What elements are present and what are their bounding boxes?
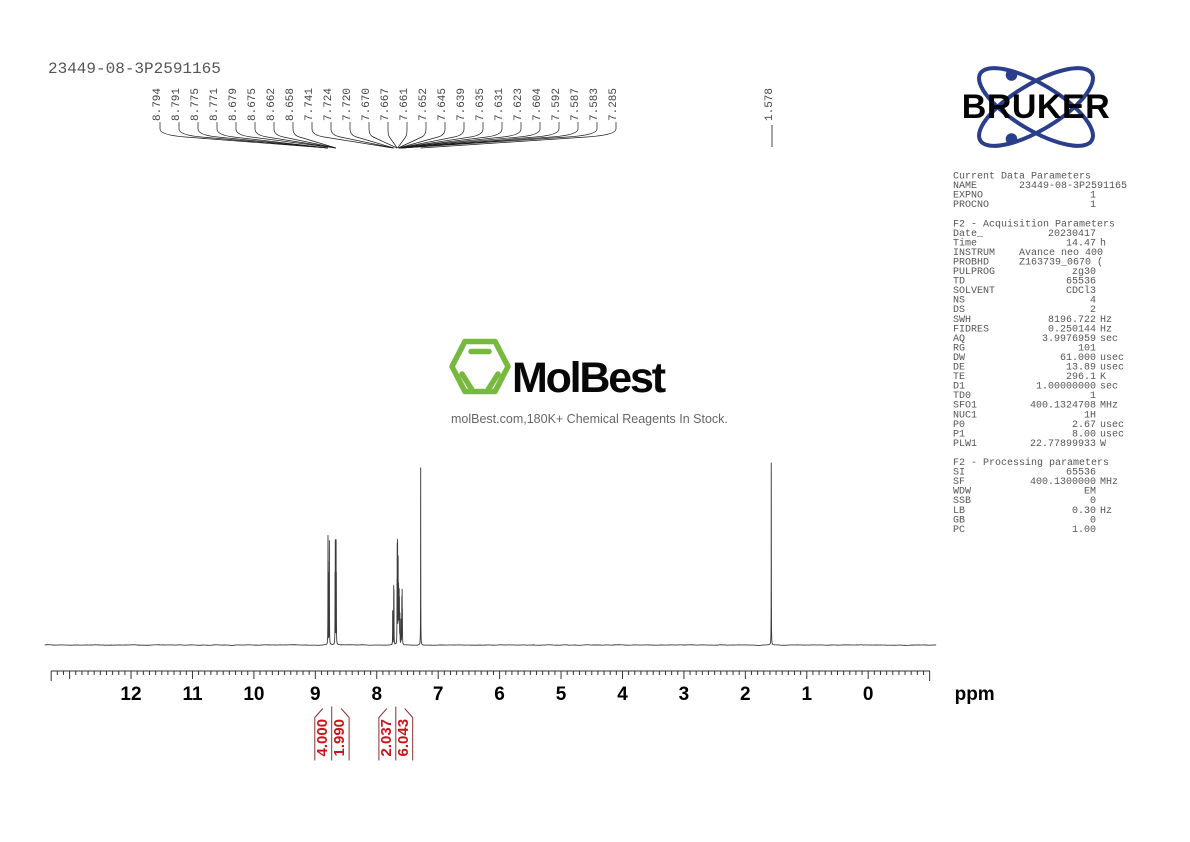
svg-text:1.578: 1.578 xyxy=(764,88,776,121)
svg-text:BRUKER: BRUKER xyxy=(962,88,1110,126)
svg-text:1.00: 1.00 xyxy=(1072,525,1096,536)
svg-text:8: 8 xyxy=(372,684,383,705)
svg-text:MHz: MHz xyxy=(1100,401,1118,412)
svg-text:11: 11 xyxy=(182,684,203,705)
svg-text:W: W xyxy=(1100,439,1106,450)
svg-text:10: 10 xyxy=(243,684,264,705)
svg-text:4.000: 4.000 xyxy=(314,719,331,757)
svg-text:8.662: 8.662 xyxy=(266,88,278,121)
svg-text:7.741: 7.741 xyxy=(304,88,316,121)
svg-text:sec: sec xyxy=(1100,382,1118,393)
svg-text:8.675: 8.675 xyxy=(247,88,259,121)
svg-text:7.720: 7.720 xyxy=(342,88,354,121)
svg-text:7.724: 7.724 xyxy=(323,88,335,121)
svg-text:8.658: 8.658 xyxy=(285,88,297,121)
svg-text:7.587: 7.587 xyxy=(570,88,582,121)
svg-text:1: 1 xyxy=(802,684,813,705)
svg-text:MHz: MHz xyxy=(1100,477,1118,488)
svg-text:PC: PC xyxy=(953,525,965,536)
svg-text:7.635: 7.635 xyxy=(475,88,487,121)
svg-text:7.661: 7.661 xyxy=(399,88,411,121)
svg-text:23449-08-3P2591165: 23449-08-3P2591165 xyxy=(1019,181,1127,192)
svg-text:23449-08-3P2591165: 23449-08-3P2591165 xyxy=(48,60,221,78)
svg-text:5: 5 xyxy=(556,684,567,705)
svg-text:7.604: 7.604 xyxy=(532,88,544,121)
svg-text:1.990: 1.990 xyxy=(331,719,348,757)
svg-text:6.043: 6.043 xyxy=(395,719,412,757)
svg-text:7.639: 7.639 xyxy=(456,88,468,121)
svg-text:7.285: 7.285 xyxy=(608,88,620,121)
svg-text:7.592: 7.592 xyxy=(551,88,563,121)
svg-text:sec: sec xyxy=(1100,334,1118,345)
svg-text:1: 1 xyxy=(1090,200,1096,211)
svg-text:8.771: 8.771 xyxy=(209,88,221,121)
svg-text:12: 12 xyxy=(120,684,141,705)
svg-text:22.77899933: 22.77899933 xyxy=(1030,439,1096,450)
svg-text:PROCNO: PROCNO xyxy=(953,200,989,211)
svg-text:8.679: 8.679 xyxy=(228,88,240,121)
svg-text:ppm: ppm xyxy=(955,684,995,705)
svg-text:9: 9 xyxy=(310,684,321,705)
svg-text:0: 0 xyxy=(863,684,874,705)
svg-text:1.00000000: 1.00000000 xyxy=(1036,382,1096,393)
svg-text:3: 3 xyxy=(679,684,690,705)
svg-text:4: 4 xyxy=(617,684,628,705)
svg-text:Hz: Hz xyxy=(1100,506,1112,517)
svg-text:7.645: 7.645 xyxy=(437,88,449,121)
svg-text:PLW1: PLW1 xyxy=(953,439,977,450)
svg-text:7.670: 7.670 xyxy=(361,88,373,121)
svg-text:2.037: 2.037 xyxy=(378,719,395,757)
svg-text:8.775: 8.775 xyxy=(190,88,202,121)
svg-text:8.794: 8.794 xyxy=(152,88,164,121)
svg-text:6: 6 xyxy=(494,684,505,705)
svg-text:2: 2 xyxy=(740,684,751,705)
svg-text:MolBest: MolBest xyxy=(512,354,666,402)
svg-text:7.631: 7.631 xyxy=(494,88,506,121)
svg-text:7.667: 7.667 xyxy=(380,88,392,121)
svg-text:7.652: 7.652 xyxy=(418,88,430,121)
svg-text:7: 7 xyxy=(433,684,444,705)
svg-text:7.583: 7.583 xyxy=(589,88,601,121)
svg-text:8.791: 8.791 xyxy=(171,88,183,121)
svg-text:7.623: 7.623 xyxy=(513,88,525,121)
svg-text:molBest.com,180K+ Chemical Rea: molBest.com,180K+ Chemical Reagents In S… xyxy=(451,412,728,426)
